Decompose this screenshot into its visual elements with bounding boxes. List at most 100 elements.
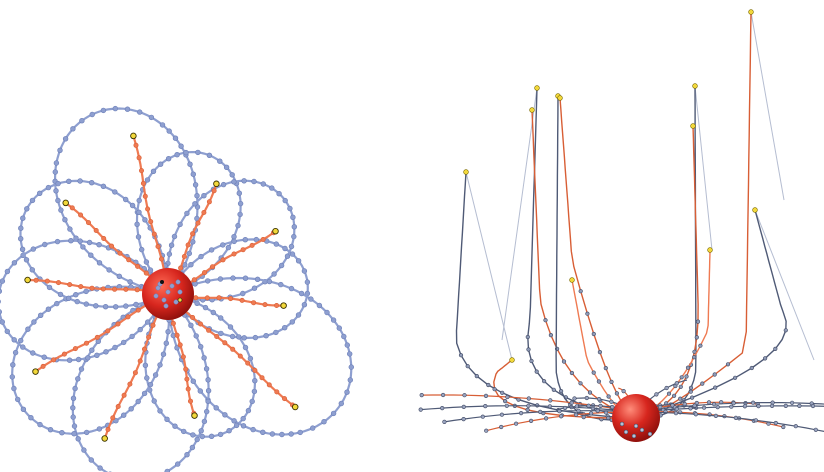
petal-node bbox=[192, 182, 199, 188]
petal-node bbox=[225, 244, 232, 251]
hub-node bbox=[633, 423, 639, 429]
petal-node bbox=[218, 315, 224, 321]
spoke-node bbox=[418, 407, 423, 412]
petal-node bbox=[70, 414, 76, 420]
petal-node bbox=[0, 299, 1, 304]
petal-node bbox=[93, 303, 99, 309]
spoke-node bbox=[559, 414, 564, 419]
petal-node bbox=[229, 333, 236, 340]
petal-node bbox=[188, 262, 194, 268]
petal-node bbox=[250, 426, 256, 433]
orange-node bbox=[214, 333, 220, 339]
spoke-node bbox=[574, 404, 579, 409]
orange-node bbox=[193, 295, 199, 301]
petal-node bbox=[135, 234, 142, 240]
petal-node bbox=[197, 388, 204, 394]
petal-node bbox=[236, 190, 243, 196]
petal-node bbox=[127, 279, 133, 285]
strand-node bbox=[749, 365, 754, 371]
orange-node bbox=[210, 264, 216, 270]
petal-node bbox=[157, 408, 163, 414]
petal-node bbox=[205, 377, 211, 383]
petal-node bbox=[20, 406, 27, 412]
petal-node bbox=[202, 304, 209, 311]
hub-node bbox=[173, 299, 179, 305]
petal-node bbox=[297, 429, 303, 436]
petal-node bbox=[269, 431, 276, 437]
spoke-node bbox=[483, 404, 488, 409]
petal-node bbox=[187, 161, 193, 167]
orange-node bbox=[251, 300, 257, 306]
orange-node bbox=[55, 280, 61, 286]
orange-node bbox=[137, 358, 143, 364]
petal-node bbox=[348, 364, 354, 370]
petal-node bbox=[70, 126, 76, 132]
petal-node bbox=[231, 234, 237, 240]
petal-node bbox=[271, 271, 277, 277]
petal-node bbox=[77, 178, 83, 184]
petal-node bbox=[100, 107, 107, 114]
orange-node bbox=[115, 321, 121, 327]
spoke-node bbox=[793, 424, 798, 429]
orange-node bbox=[206, 327, 212, 333]
orange-node bbox=[281, 396, 287, 402]
orange-node bbox=[115, 403, 121, 409]
petal-node bbox=[203, 366, 210, 372]
strand-node bbox=[690, 395, 695, 400]
spoke-node bbox=[442, 419, 447, 425]
strand-node bbox=[597, 350, 602, 355]
petal-node bbox=[347, 351, 353, 357]
strand-node bbox=[585, 311, 590, 316]
flower-graph-svg bbox=[0, 105, 354, 472]
petal-node bbox=[15, 396, 21, 403]
petal-node bbox=[282, 197, 288, 204]
strand-line bbox=[559, 97, 637, 419]
petal-node bbox=[288, 431, 294, 437]
petal-node bbox=[94, 352, 100, 358]
orange-node bbox=[78, 212, 84, 218]
strand-node bbox=[773, 346, 778, 352]
orange-node bbox=[123, 286, 129, 292]
petal-node bbox=[284, 253, 291, 259]
petal-node bbox=[289, 251, 296, 257]
orange-node bbox=[185, 242, 191, 248]
petal-node bbox=[308, 296, 314, 302]
petal-node bbox=[206, 152, 213, 159]
petal-node bbox=[11, 260, 18, 266]
orange-node bbox=[231, 251, 237, 257]
petal-node bbox=[112, 304, 119, 310]
petal-node bbox=[157, 362, 163, 368]
spoke-node bbox=[526, 403, 531, 408]
petal-node bbox=[199, 433, 206, 440]
petal-node bbox=[106, 267, 112, 273]
petal-node bbox=[30, 350, 36, 356]
orange-node bbox=[148, 219, 154, 225]
petal-node bbox=[260, 429, 266, 435]
orange-node bbox=[177, 342, 183, 348]
petal-node bbox=[223, 164, 230, 171]
spoke-node bbox=[504, 403, 509, 408]
petal-node bbox=[122, 196, 129, 203]
strand-node bbox=[559, 389, 564, 394]
petal-node bbox=[241, 335, 247, 341]
petal-node bbox=[78, 366, 85, 372]
orange-node bbox=[216, 295, 222, 301]
petal-node bbox=[11, 385, 17, 392]
strand-tips bbox=[463, 9, 758, 363]
spoke-node bbox=[544, 416, 549, 421]
spoke-node bbox=[480, 414, 485, 419]
petal-node bbox=[133, 301, 139, 308]
petal-node bbox=[144, 177, 151, 183]
petal-node bbox=[175, 461, 181, 467]
spoke-node bbox=[576, 408, 581, 413]
petal-node bbox=[37, 312, 44, 318]
strand-graph-svg bbox=[418, 9, 824, 442]
strand-node bbox=[688, 385, 694, 391]
orange-node bbox=[249, 242, 255, 248]
spoke-node bbox=[595, 408, 600, 413]
petal-node bbox=[77, 238, 83, 244]
petal-node bbox=[233, 422, 240, 429]
petal-node bbox=[189, 444, 196, 451]
orange-node bbox=[174, 332, 180, 338]
petal-node bbox=[174, 152, 180, 158]
